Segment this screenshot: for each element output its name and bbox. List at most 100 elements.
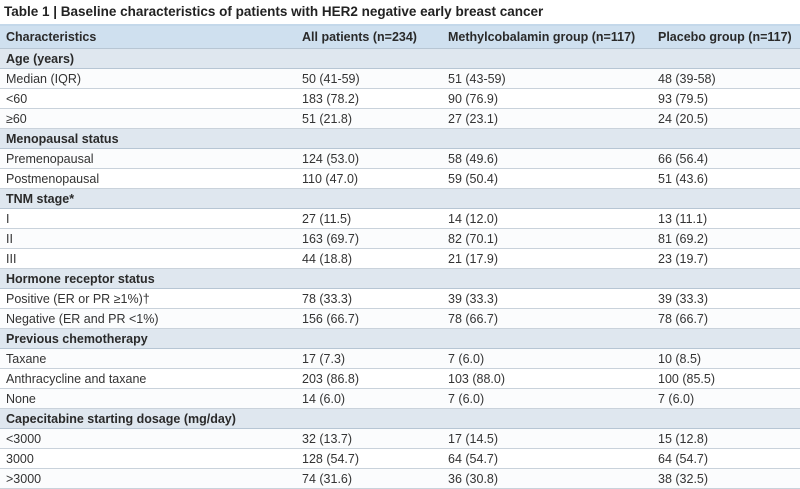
cell-all-patients: 17 (7.3) bbox=[296, 348, 442, 369]
cell-placebo: 64 (54.7) bbox=[652, 448, 800, 469]
section-row: Capecitabine starting dosage (mg/day) bbox=[0, 408, 800, 429]
row-label: Negative (ER and PR <1%) bbox=[0, 308, 296, 329]
cell-all-patients: 183 (78.2) bbox=[296, 88, 442, 109]
table-row: I 27 (11.5) 14 (12.0) 13 (11.1) bbox=[0, 208, 800, 229]
row-label: <60 bbox=[0, 88, 296, 109]
section-heading: Hormone receptor status bbox=[0, 268, 800, 289]
table-row: ≥60 51 (21.8) 27 (23.1) 24 (20.5) bbox=[0, 108, 800, 129]
cell-methylcobalamin: 36 (30.8) bbox=[442, 468, 652, 489]
row-label: Positive (ER or PR ≥1%)† bbox=[0, 288, 296, 309]
cell-methylcobalamin: 78 (66.7) bbox=[442, 308, 652, 329]
row-label: ≥60 bbox=[0, 108, 296, 129]
cell-methylcobalamin: 90 (76.9) bbox=[442, 88, 652, 109]
cell-all-patients: 163 (69.7) bbox=[296, 228, 442, 249]
cell-placebo: 7 (6.0) bbox=[652, 388, 800, 409]
cell-placebo: 24 (20.5) bbox=[652, 108, 800, 129]
header-row: Characteristics All patients (n=234) Met… bbox=[0, 24, 800, 49]
cell-placebo: 66 (56.4) bbox=[652, 148, 800, 169]
cell-all-patients: 27 (11.5) bbox=[296, 208, 442, 229]
cell-methylcobalamin: 21 (17.9) bbox=[442, 248, 652, 269]
cell-placebo: 23 (19.7) bbox=[652, 248, 800, 269]
table-row: II 163 (69.7) 82 (70.1) 81 (69.2) bbox=[0, 228, 800, 249]
cell-methylcobalamin: 14 (12.0) bbox=[442, 208, 652, 229]
section-heading: TNM stage* bbox=[0, 188, 800, 209]
column-header-placebo: Placebo group (n=117) bbox=[652, 24, 800, 49]
section-heading: Capecitabine starting dosage (mg/day) bbox=[0, 408, 800, 429]
table-title: Table 1 | Baseline characteristics of pa… bbox=[4, 4, 544, 19]
row-label: 3000 bbox=[0, 448, 296, 469]
row-label: III bbox=[0, 248, 296, 269]
cell-all-patients: 32 (13.7) bbox=[296, 428, 442, 449]
cell-methylcobalamin: 39 (33.3) bbox=[442, 288, 652, 309]
section-heading: Previous chemotherapy bbox=[0, 328, 800, 349]
table-row: Median (IQR) 50 (41-59) 51 (43-59) 48 (39-5… bbox=[0, 68, 800, 89]
section-row: Hormone receptor status bbox=[0, 268, 800, 289]
row-label: Median (IQR) bbox=[0, 68, 296, 89]
section-row: Age (years) bbox=[0, 48, 800, 69]
cell-placebo: 15 (12.8) bbox=[652, 428, 800, 449]
cell-placebo: 10 (8.5) bbox=[652, 348, 800, 369]
row-label: Premenopausal bbox=[0, 148, 296, 169]
cell-placebo: 48 (39-58) bbox=[652, 68, 800, 89]
table-row: Anthracycline and taxane 203 (86.8) 103 (8… bbox=[0, 368, 800, 389]
section-heading: Menopausal status bbox=[0, 128, 800, 149]
cell-methylcobalamin: 51 (43-59) bbox=[442, 68, 652, 89]
table-row: <3000 32 (13.7) 17 (14.5) 15 (12.8) bbox=[0, 428, 800, 449]
table-header: Characteristics All patients (n=234) Met… bbox=[0, 24, 800, 49]
row-label: None bbox=[0, 388, 296, 409]
table-body: Age (years) Median (IQR) 50 (41-59) 51 (43-… bbox=[0, 48, 800, 489]
table-row: III 44 (18.8) 21 (17.9) 23 (19.7) bbox=[0, 248, 800, 269]
row-label: >3000 bbox=[0, 468, 296, 489]
table-row: Negative (ER and PR <1%) 156 (66.7) 78 (66… bbox=[0, 308, 800, 329]
cell-methylcobalamin: 103 (88.0) bbox=[442, 368, 652, 389]
cell-all-patients: 128 (54.7) bbox=[296, 448, 442, 469]
section-row: Previous chemotherapy bbox=[0, 328, 800, 349]
cell-all-patients: 110 (47.0) bbox=[296, 168, 442, 189]
table-row: None 14 (6.0) 7 (6.0) 7 (6.0) bbox=[0, 388, 800, 409]
cell-methylcobalamin: 59 (50.4) bbox=[442, 168, 652, 189]
column-header-all-patients: All patients (n=234) bbox=[296, 24, 442, 49]
cell-placebo: 78 (66.7) bbox=[652, 308, 800, 329]
cell-methylcobalamin: 7 (6.0) bbox=[442, 388, 652, 409]
baseline-characteristics-table: Characteristics All patients (n=234) Met… bbox=[0, 24, 800, 489]
cell-all-patients: 203 (86.8) bbox=[296, 368, 442, 389]
cell-placebo: 81 (69.2) bbox=[652, 228, 800, 249]
cell-methylcobalamin: 58 (49.6) bbox=[442, 148, 652, 169]
cell-placebo: 51 (43.6) bbox=[652, 168, 800, 189]
table-row: Postmenopausal 110 (47.0) 59 (50.4) 51 (43.… bbox=[0, 168, 800, 189]
section-heading: Age (years) bbox=[0, 48, 800, 69]
table-row: <60 183 (78.2) 90 (76.9) 93 (79.5) bbox=[0, 88, 800, 109]
table-row: 3000 128 (54.7) 64 (54.7) 64 (54.7) bbox=[0, 448, 800, 469]
row-label: II bbox=[0, 228, 296, 249]
cell-methylcobalamin: 7 (6.0) bbox=[442, 348, 652, 369]
section-row: Menopausal status bbox=[0, 128, 800, 149]
cell-placebo: 100 (85.5) bbox=[652, 368, 800, 389]
row-label: <3000 bbox=[0, 428, 296, 449]
column-header-characteristics: Characteristics bbox=[0, 24, 296, 49]
cell-all-patients: 74 (31.6) bbox=[296, 468, 442, 489]
table-row: Positive (ER or PR ≥1%)† 78 (33.3) 39 (33.… bbox=[0, 288, 800, 309]
cell-methylcobalamin: 82 (70.1) bbox=[442, 228, 652, 249]
row-label: Taxane bbox=[0, 348, 296, 369]
cell-all-patients: 50 (41-59) bbox=[296, 68, 442, 89]
cell-placebo: 38 (32.5) bbox=[652, 468, 800, 489]
cell-placebo: 93 (79.5) bbox=[652, 88, 800, 109]
table-row: >3000 74 (31.6) 36 (30.8) 38 (32.5) bbox=[0, 468, 800, 489]
cell-all-patients: 14 (6.0) bbox=[296, 388, 442, 409]
row-label: Postmenopausal bbox=[0, 168, 296, 189]
cell-methylcobalamin: 27 (23.1) bbox=[442, 108, 652, 129]
cell-placebo: 39 (33.3) bbox=[652, 288, 800, 309]
cell-all-patients: 156 (66.7) bbox=[296, 308, 442, 329]
cell-methylcobalamin: 17 (14.5) bbox=[442, 428, 652, 449]
cell-all-patients: 51 (21.8) bbox=[296, 108, 442, 129]
table-row: Taxane 17 (7.3) 7 (6.0) 10 (8.5) bbox=[0, 348, 800, 369]
cell-methylcobalamin: 64 (54.7) bbox=[442, 448, 652, 469]
row-label: I bbox=[0, 208, 296, 229]
row-label: Anthracycline and taxane bbox=[0, 368, 296, 389]
column-header-methylcobalamin: Methylcobalamin group (n=117) bbox=[442, 24, 652, 49]
cell-all-patients: 124 (53.0) bbox=[296, 148, 442, 169]
section-row: TNM stage* bbox=[0, 188, 800, 209]
cell-all-patients: 78 (33.3) bbox=[296, 288, 442, 309]
table-row: Premenopausal 124 (53.0) 58 (49.6) 66 (56.4… bbox=[0, 148, 800, 169]
